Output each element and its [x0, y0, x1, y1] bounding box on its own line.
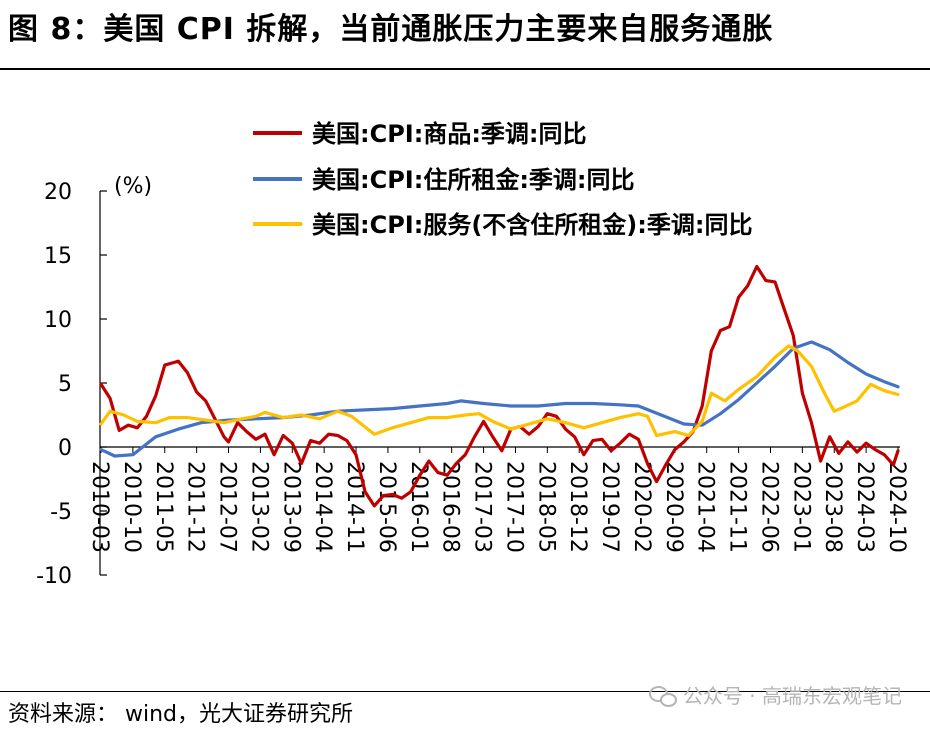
x-tick-label: 2014-11 [342, 461, 367, 553]
x-tick-label: 2017-10 [501, 461, 526, 553]
x-tick-label: 2020-02 [629, 461, 654, 553]
legend-label-2: 美国:CPI:住所租金:季调:同比 [312, 166, 635, 194]
y-tick-label: 5 [58, 372, 72, 397]
x-tick-label: 2011-12 [183, 461, 208, 553]
x-tick-label: 2024-10 [884, 461, 909, 553]
watermark-text: 公众号 · 高瑞东宏观笔记 [682, 684, 902, 708]
series-line-2 [99, 340, 900, 458]
y-axis-unit-label: (%) [114, 174, 152, 199]
source-note: 资料来源： wind，光大证券研究所 [8, 702, 354, 727]
x-tick-label: 2011-05 [151, 461, 176, 553]
figure-title: 图 8：美国 CPI 拆解，当前通胀压力主要来自服务通胀 [8, 12, 774, 47]
x-tick-label: 2022-06 [756, 461, 781, 553]
series-line-3 [99, 344, 900, 438]
x-tick-label: 2021-11 [725, 461, 750, 553]
x-tick-label: 2023-08 [820, 461, 845, 553]
x-tick-label: 2017-03 [470, 461, 495, 553]
x-tick-label: 2019-07 [597, 461, 622, 553]
source-rule [0, 691, 930, 692]
x-tick-label: 2010-10 [119, 461, 144, 553]
x-tick-label: 2014-04 [310, 461, 335, 553]
y-tick-label: -5 [50, 500, 72, 525]
x-tick-label: 2020-09 [661, 461, 686, 553]
x-tick-label: 2024-03 [852, 461, 877, 553]
x-tick-label: 2013-02 [246, 461, 271, 553]
legend-label-3: 美国:CPI:服务(不含住所租金):季调:同比 [312, 211, 752, 239]
y-tick-label: 15 [44, 244, 72, 269]
y-tick-label: 0 [58, 436, 72, 461]
x-tick-label: 2016-08 [438, 461, 463, 553]
chart-legend: 美国:CPI:商品:季调:同比美国:CPI:住所租金:季调:同比美国:CPI:服… [253, 120, 752, 239]
legend-label-1: 美国:CPI:商品:季调:同比 [312, 120, 587, 148]
y-tick-label: -10 [36, 564, 72, 589]
watermark: 公众号 · 高瑞东宏观笔记 [648, 680, 902, 709]
x-tick-label: 2015-06 [374, 461, 399, 553]
y-tick-label: 20 [44, 180, 72, 205]
x-tick-label: 2018-12 [565, 461, 590, 553]
wechat-icon [648, 684, 677, 707]
x-tick-label: 2021-04 [693, 461, 718, 553]
title-rule [0, 68, 930, 70]
chart-svg: -10 -5 0 5 10 15 20 (%) 2010-03 2010-10 2011-05 201… [36, 120, 909, 589]
x-tick-label: 2018-05 [533, 461, 558, 553]
x-tick-label: 2023-01 [788, 461, 813, 553]
x-tick-label: 2010-03 [87, 461, 112, 553]
x-tick-label: 2013-09 [278, 461, 303, 553]
x-tick-label: 2012-07 [215, 461, 240, 553]
series-line-1 [99, 264, 900, 508]
y-tick-label: 10 [44, 308, 72, 333]
chart-series [99, 264, 900, 508]
